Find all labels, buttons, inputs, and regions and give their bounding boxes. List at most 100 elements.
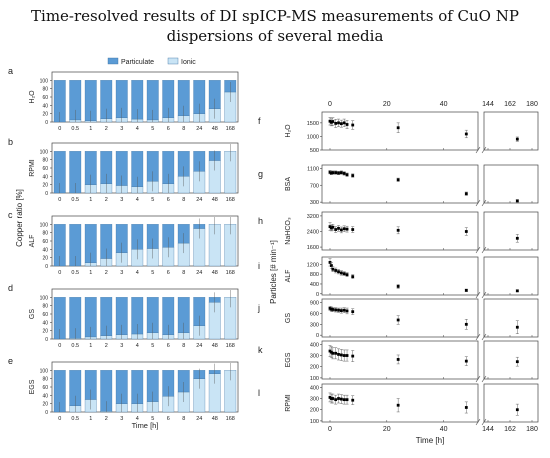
data-point xyxy=(345,227,349,231)
x-tick-label: 1 xyxy=(89,270,92,276)
y-tick-label: 100 xyxy=(310,376,319,382)
medium-label: RPMI xyxy=(285,394,292,412)
data-point xyxy=(328,349,332,353)
data-point xyxy=(342,227,346,231)
data-point xyxy=(331,397,335,400)
scatter-panel-frame xyxy=(321,298,479,338)
axis-break-mark xyxy=(475,199,481,207)
data-point xyxy=(337,121,340,125)
scatter-panel-frame xyxy=(321,211,479,251)
top-tick-label: 180 xyxy=(526,101,538,108)
data-point xyxy=(396,126,400,130)
x-tick-label: 24 xyxy=(196,270,202,276)
data-point xyxy=(464,288,468,292)
y-tick-label: 40 xyxy=(42,393,48,399)
y-tick-label: 300 xyxy=(310,397,319,403)
data-point xyxy=(328,307,332,310)
y-tick-label: 20 xyxy=(42,112,48,118)
y-tick-label: 700 xyxy=(310,183,319,189)
data-point xyxy=(331,351,335,355)
data-point xyxy=(351,123,355,127)
y-tick-label: 80 xyxy=(42,377,48,383)
data-point xyxy=(396,285,400,288)
y-tick-label: 80 xyxy=(42,231,48,237)
x-tick-label: 8 xyxy=(182,270,185,276)
data-point xyxy=(339,122,343,126)
left-ylabel: Copper ratio [%] xyxy=(15,189,24,247)
data-point xyxy=(331,120,335,123)
x-tick-label: 8 xyxy=(182,343,185,349)
data-point xyxy=(351,354,355,358)
x-tick-label: 0 xyxy=(58,343,61,349)
data-point xyxy=(331,171,335,174)
x-tick-label: 5 xyxy=(151,197,154,203)
data-point xyxy=(334,269,338,272)
data-point xyxy=(339,309,343,312)
x-tick-label: 0 xyxy=(58,416,61,422)
x-tick-label: 4 xyxy=(136,270,139,276)
scatter-panel-frame xyxy=(321,340,479,380)
data-point xyxy=(337,308,340,312)
scatter-panel-frame-break xyxy=(483,298,539,338)
y-tick-label: 100 xyxy=(40,368,49,374)
data-point xyxy=(342,121,346,125)
y-tick-label: 60 xyxy=(42,312,48,318)
data-point xyxy=(351,398,355,402)
panel-letter: k xyxy=(258,345,263,355)
data-point xyxy=(396,358,400,361)
medium-label: RPMI xyxy=(29,159,36,177)
data-point xyxy=(330,264,333,267)
axis-break-mark xyxy=(475,246,481,254)
x-tick-label: 8 xyxy=(182,197,185,203)
y-tick-label: 100 xyxy=(40,78,49,84)
y-tick-label: 900 xyxy=(310,301,319,307)
data-point xyxy=(342,272,346,276)
medium-label: ALF xyxy=(29,235,36,248)
data-point xyxy=(342,354,346,357)
y-tick-label: 20 xyxy=(42,402,48,408)
y-tick-label: 40 xyxy=(42,247,48,253)
x-tick-label: 24 xyxy=(196,343,202,349)
data-point xyxy=(331,267,335,271)
data-point xyxy=(331,308,335,311)
y-tick-label: 1200 xyxy=(307,262,319,268)
data-point xyxy=(334,122,338,125)
x-tick-label: 5 xyxy=(151,126,154,132)
x-tick-label: 1 xyxy=(89,197,92,203)
x-tick-label: 4 xyxy=(136,197,139,203)
data-point xyxy=(345,173,349,177)
y-tick-label: 1600 xyxy=(307,245,319,251)
x-tick-label: 6 xyxy=(167,126,170,132)
medium-label: NaHCO₃ xyxy=(285,217,292,245)
scatter-panel-frame-break xyxy=(483,111,539,151)
data-point xyxy=(342,308,346,312)
x-tick-label: 0 xyxy=(58,197,61,203)
y-tick-label: 40 xyxy=(42,174,48,180)
data-point xyxy=(334,398,338,402)
y-tick-label: 0 xyxy=(45,337,48,343)
top-tick-label: 144 xyxy=(482,101,494,108)
data-point xyxy=(337,226,340,230)
data-point xyxy=(328,396,332,399)
x-tick-label: 0.5 xyxy=(71,416,79,422)
x-tick-label: 3 xyxy=(120,270,123,276)
scatter-panel-frame-break xyxy=(483,383,539,423)
x-tick-label: 3 xyxy=(120,343,123,349)
x-tick-label: 24 xyxy=(196,416,202,422)
x-tick-label: 168 xyxy=(226,270,235,276)
y-tick-label: 20 xyxy=(42,329,48,335)
y-tick-label: 400 xyxy=(310,282,319,288)
data-point xyxy=(342,398,346,402)
x-tick-label: 2 xyxy=(105,270,108,276)
scatter-panel-frame xyxy=(321,111,479,151)
x-tick-label: 4 xyxy=(136,343,139,349)
medium-label: ALF xyxy=(285,270,292,283)
x-tick-label: 168 xyxy=(226,343,235,349)
y-tick-label: 300 xyxy=(310,354,319,360)
axis-break-mark xyxy=(475,333,481,341)
data-point xyxy=(464,322,468,326)
y-tick-label: 0 xyxy=(316,292,319,298)
scatter-panel-frame xyxy=(321,164,479,204)
data-point xyxy=(396,318,400,322)
x-tick-label: 1 xyxy=(89,343,92,349)
